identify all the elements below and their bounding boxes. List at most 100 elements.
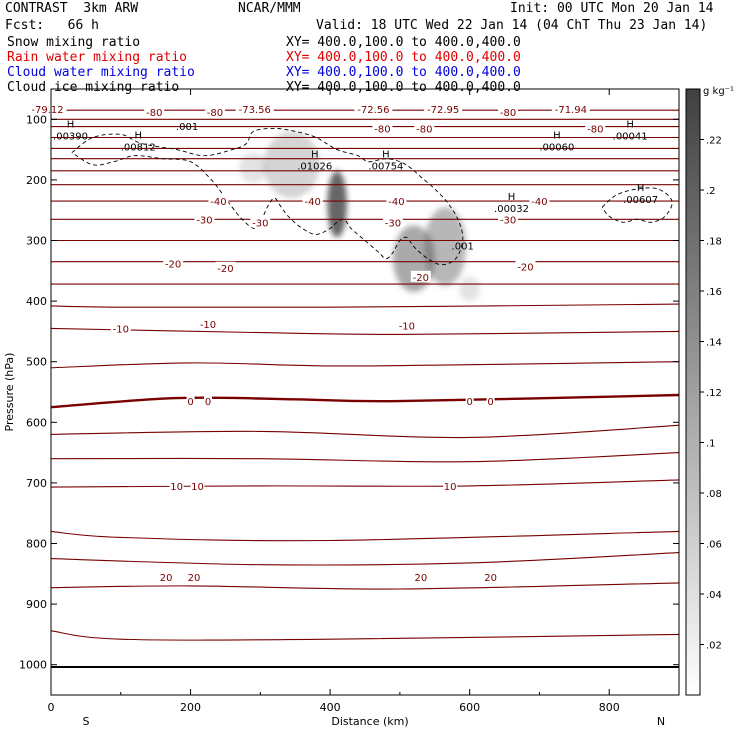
temperature-label-bg [186,395,195,407]
temperature-label: -40 [210,197,226,208]
temperature-label-bg [585,122,606,134]
temperature-label-bg [235,102,274,114]
south-label: S [83,715,90,728]
plot-frame [50,88,680,696]
colorbar-tick-label: .12 [706,388,722,399]
colorbar-tick-label: .16 [706,287,722,298]
temperature-label: 20 [160,573,173,584]
temperature-label-bg [169,479,184,491]
temperature-label: -30 [252,218,268,229]
temperature-label: 10 [170,482,183,493]
temperature-label: -10 [200,320,216,331]
y-tick-label: 200 [26,174,47,187]
temperature-label: -73.56 [239,105,271,116]
x-tick-label: 800 [599,701,620,714]
temperature-label: -80 [500,108,516,119]
field-name-rain: Rain water mixing ratio [7,50,188,65]
colorbar-tick-label: .1 [706,439,716,450]
center-label: NCAR/MMM [238,1,301,16]
field-name-cloud-water: Cloud water mixing ratio [7,65,195,80]
maximum-marker: H [637,183,645,194]
temperature-label: -80 [416,124,432,135]
temperature-contour [51,361,679,369]
temperature-label-bg [204,106,225,118]
snow-blob [239,152,268,183]
y-tick-label: 1000 [19,659,47,672]
cloud-ice-contour [71,127,464,266]
y-tick-label: 800 [26,538,47,551]
maximum-marker: H [134,130,142,141]
forecast-hour: Fcst: 66 h [5,18,99,33]
temperature-label: -80 [207,108,223,119]
temperature-label-bg [110,322,131,334]
colorbar-ticks: .02 .04 .06 .08 .1 .12 .14 .16 .18 .2 .22 [700,136,722,652]
maximum-value: .00607 [623,195,658,206]
temperature-label-bg [465,395,474,407]
colorbar [685,88,701,696]
temperature-label-bg [198,318,218,330]
temperature-label-bg [386,195,407,207]
y-tick-label: 300 [26,235,47,248]
temperature-label: -72.95 [427,105,459,116]
temperature-label: 10 [444,482,457,493]
init-time: Init: 00 UTC Mon 20 Jan 14 [510,1,714,16]
temperature-label-bg [414,122,435,134]
temperature-label-bg [443,479,458,491]
temperature-label-bg [187,570,202,582]
maximum-value: .00390 [53,131,88,142]
temperature-label: -80 [374,124,390,135]
colorbar-tick-label: .18 [706,237,722,248]
contour-labels: -79.12 -80 -80 -73.56 -72.56 -72.95 -71.94-80-… [28,102,658,584]
x-tick-label: 0 [48,701,55,714]
colorbar-tick-label: .06 [706,540,722,551]
temperature-contour [51,393,679,409]
temperature-label: 0 [487,397,493,408]
temperature-label-bg [483,570,498,582]
snow-blob [424,207,467,286]
x-tick-label: 200 [180,701,201,714]
temperature-label: -20 [413,273,429,284]
y-tick-label: 600 [26,416,47,429]
temperature-label-bg [424,102,463,114]
temperature-contour [51,452,679,463]
snow-blob [459,276,481,302]
maximum-marker: H [508,192,516,203]
north-label: N [657,715,665,728]
temperature-contour [51,327,679,335]
field-xy-cloud-ice: XY= 400.0,100.0 to 400.0,400.0 [286,80,521,95]
temperature-label-bg [498,213,519,225]
cloud-ice-label: .001 [452,242,474,253]
temperature-label-bg [529,195,550,207]
snow-blob [327,170,347,238]
temperature-label: -20 [165,260,181,271]
maximum-value: .00041 [613,131,648,142]
model-title: CONTRAST 3km ARW [5,1,139,16]
colorbar-unit: g kg⁻¹ [703,86,734,97]
temperature-label-bg [144,106,165,118]
temperature-contour [51,479,679,488]
y-tick-label: 400 [26,295,47,308]
y-tick-label: 900 [26,598,47,611]
temperature-label-bg [250,216,271,228]
temperature-label-bg [190,479,205,491]
temperature-label: 20 [414,573,427,584]
field-xy-rain: XY= 400.0,100.0 to 400.0,400.0 [286,50,521,65]
y-tick-label: 100 [26,113,47,126]
y-tick-label: 500 [26,356,47,369]
temperature-label-bg [498,106,519,118]
temperature-label-bg [486,395,495,407]
axes: 0 200 400 600 800100200300400500600700800900… [19,89,679,714]
temperature-label: -80 [146,108,162,119]
temperature-label-bg [410,270,431,282]
temperature-label: -40 [304,197,320,208]
x-tick-label: 400 [320,701,341,714]
temperature-label: -30 [196,215,212,226]
temperature-label-bg [396,319,417,331]
temperature-label: -30 [500,215,516,226]
x-tick-label: 600 [459,701,480,714]
maximum-marker: H [311,150,319,161]
temperature-label: -40 [388,197,404,208]
maximum-value: .00812 [121,142,156,153]
maximum-value: .01026 [297,162,332,173]
